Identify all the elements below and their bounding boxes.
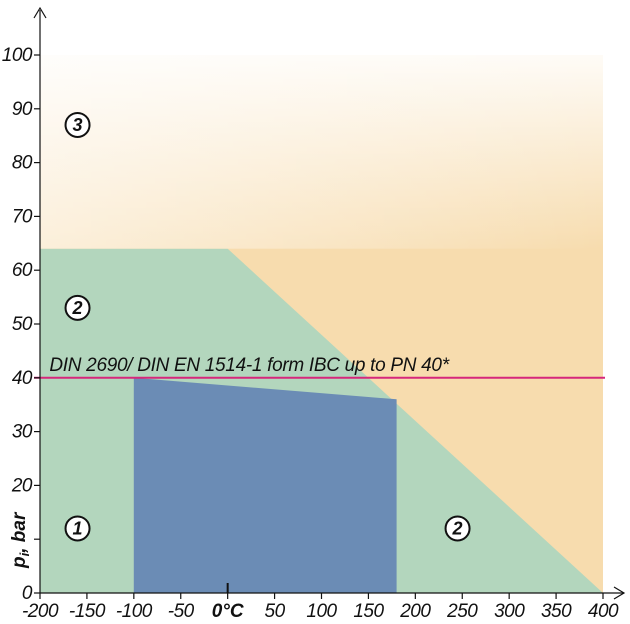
y-tick-label: 0: [22, 583, 33, 604]
region-2-number: 2: [452, 518, 463, 538]
y-tick-label: 90: [12, 99, 33, 120]
region-markers: 3 2 1 2: [64, 111, 471, 542]
y-tick-label: 20: [11, 475, 33, 496]
x-tick-label: 250: [446, 601, 478, 622]
x-tick-label: 50: [265, 601, 286, 622]
x-tick-label: 400: [588, 601, 619, 622]
x-tick-label: -100: [116, 601, 153, 622]
ticks-group: 0 20 30 40 50 60 70 80 90 100 -200 -150 -100 -50 50 100…: [2, 45, 620, 622]
background-fade: [40, 0, 604, 249]
y-tick-label: 80: [12, 153, 33, 174]
y-tick-label: 40: [12, 368, 33, 389]
y-axis-arrow-icon: [33, 6, 47, 19]
region-3-marker: [64, 111, 91, 138]
y-tick-label: 60: [12, 260, 33, 281]
x-tick-label: 150: [353, 601, 384, 622]
x-tick-label: 100: [306, 601, 337, 622]
axes-group: pi, bar: [9, 6, 626, 600]
y-axis-label-p: p: [9, 556, 30, 569]
x-tick-label: -50: [168, 601, 195, 622]
region-2-number: 2: [72, 298, 83, 318]
x-axis-arrow-icon: [613, 586, 626, 600]
x-tick-label: 350: [541, 601, 572, 622]
x-tick-label: -150: [69, 601, 106, 622]
x-tick-label: 300: [494, 601, 525, 622]
region-1-number: 1: [73, 518, 83, 538]
y-tick-label: 70: [12, 206, 33, 227]
y-tick-label: 50: [12, 314, 33, 335]
y-axis-label-subscript: i: [17, 552, 32, 556]
y-tick-label: 30: [12, 422, 33, 443]
x-tick-label: -200: [22, 601, 59, 622]
y-tick-label: 100: [2, 45, 33, 66]
region-3-number: 3: [73, 115, 83, 135]
region-2-marker: [64, 294, 91, 321]
y-axis-label: pi, bar: [9, 511, 32, 569]
reference-line-label: DIN 2690/ DIN EN 1514-1 form IBC up to P…: [49, 355, 449, 376]
x-tick-label: 200: [399, 601, 431, 622]
x-axis-label: 0°C: [212, 601, 244, 622]
region-2-marker: [444, 515, 471, 542]
region-3-left-fade: [40, 0, 604, 249]
reference-line-group: DIN 2690/ DIN EN 1514-1 form IBC up to P…: [34, 355, 605, 379]
region-1-area: [133, 377, 397, 593]
y-axis-label-unit: , bar: [9, 511, 30, 554]
region-1-marker: [64, 515, 91, 542]
